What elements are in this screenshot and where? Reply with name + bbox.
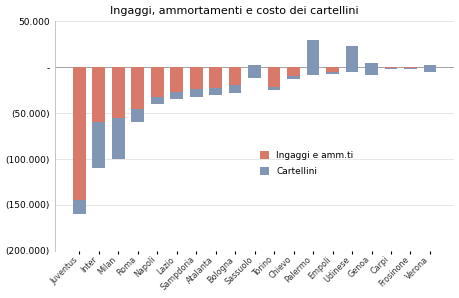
Bar <box>131 67 144 122</box>
Bar <box>423 65 435 72</box>
Bar <box>267 67 280 90</box>
Bar <box>345 46 358 72</box>
Bar <box>248 67 260 78</box>
Bar <box>170 67 183 100</box>
Bar <box>403 67 416 69</box>
Bar <box>403 68 416 69</box>
Bar <box>170 92 183 100</box>
Bar <box>286 67 299 79</box>
Bar <box>286 77 299 79</box>
Bar <box>73 67 85 214</box>
Bar <box>345 67 358 72</box>
Bar <box>364 63 377 74</box>
Bar <box>384 68 397 69</box>
Bar <box>92 67 105 168</box>
Bar <box>209 67 222 95</box>
Bar <box>423 67 435 72</box>
Bar <box>384 67 397 69</box>
Bar <box>209 89 222 95</box>
Bar <box>364 67 377 74</box>
Bar <box>325 72 338 74</box>
Bar <box>151 97 163 104</box>
Bar <box>112 118 124 159</box>
Bar <box>306 40 319 74</box>
Bar <box>248 66 260 78</box>
Bar <box>267 88 280 90</box>
Bar <box>92 122 105 168</box>
Title: Ingaggi, ammortamenti e costo dei cartellini: Ingaggi, ammortamenti e costo dei cartel… <box>110 6 358 15</box>
Legend: Ingaggi e amm.ti, Cartellini: Ingaggi e amm.ti, Cartellini <box>256 148 356 180</box>
Bar <box>228 85 241 93</box>
Bar <box>73 200 85 214</box>
Bar <box>112 67 124 159</box>
Bar <box>131 109 144 122</box>
Bar <box>151 67 163 104</box>
Bar <box>190 89 202 97</box>
Bar <box>306 67 319 74</box>
Bar <box>190 67 202 97</box>
Bar <box>228 67 241 93</box>
Bar <box>325 67 338 74</box>
